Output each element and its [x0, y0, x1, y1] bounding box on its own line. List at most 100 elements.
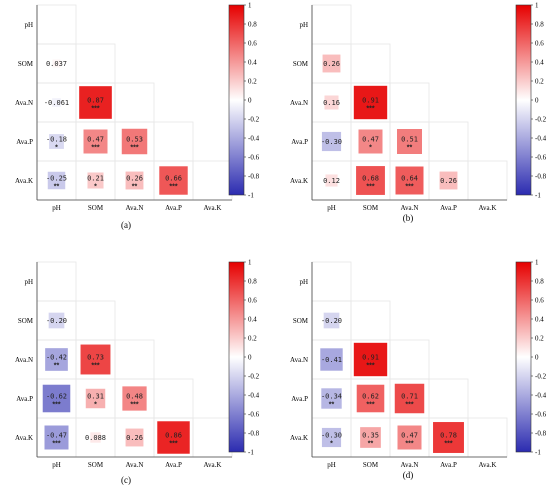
colorbar-tick-label: 0.6 — [535, 297, 544, 305]
colorbar-tick-label: 0.4 — [248, 59, 257, 67]
x-tick-label: Ava.K — [479, 461, 497, 469]
correlation-value: 0.62 — [362, 393, 379, 401]
correlation-square — [321, 427, 342, 448]
x-tick-label: Ava.K — [204, 204, 222, 212]
grid-cell — [311, 4, 352, 45]
grid-cell — [114, 339, 155, 380]
significance-stars: *** — [130, 402, 138, 409]
correlation-square — [397, 425, 422, 450]
grid-cell — [75, 300, 116, 341]
significance-stars: ** — [407, 145, 413, 152]
correlation-value: 0.26 — [126, 175, 143, 183]
x-tick-label: SOM — [88, 204, 104, 212]
significance-stars: *** — [169, 184, 177, 191]
correlation-value: 0.64 — [401, 175, 418, 183]
correlation-square — [45, 348, 68, 371]
colorbar-tick-label: 0 — [535, 354, 539, 362]
significance-stars: *** — [444, 441, 452, 448]
correlation-square — [159, 166, 188, 195]
correlation-value: 0.86 — [165, 432, 182, 440]
correlation-value: -0.061 — [44, 99, 69, 107]
colorbar-tick-label: 1 — [248, 259, 252, 267]
grid-cell — [428, 121, 469, 162]
colorbar-tick-label: -0.2 — [535, 116, 547, 124]
correlation-square — [395, 166, 424, 195]
colorbar-tick-label: 0.4 — [248, 316, 257, 324]
colorbar-tick-label: 0.8 — [535, 21, 544, 29]
significance-stars: *** — [52, 402, 60, 409]
x-tick-label: Ava.P — [165, 461, 182, 469]
y-tick-label: Ava.N — [290, 356, 308, 364]
colorbar-tick-label: -0.4 — [535, 135, 547, 143]
y-tick-label: Ava.P — [16, 395, 33, 403]
correlation-value: -0.34 — [321, 393, 342, 401]
correlation-value: 0.47 — [401, 432, 418, 440]
colorbar-tick-label: -1 — [535, 449, 541, 457]
significance-stars: *** — [169, 441, 177, 448]
correlation-square — [83, 129, 108, 154]
significance-stars: ** — [329, 402, 335, 409]
correlation-square — [87, 172, 104, 189]
correlation-square — [44, 425, 69, 450]
correlation-square — [122, 386, 147, 411]
correlation-square — [79, 86, 112, 119]
correlation-square — [49, 134, 64, 149]
correlation-value: 0.35 — [362, 432, 379, 440]
y-tick-label: Ava.K — [290, 434, 308, 442]
correlation-value: -0.20 — [321, 317, 342, 325]
x-tick-label: pH — [52, 461, 61, 469]
correlation-square — [360, 427, 381, 448]
significance-stars: ** — [132, 184, 138, 191]
correlation-value: 0.53 — [126, 136, 143, 144]
x-tick-label: Ava.K — [204, 461, 222, 469]
x-tick-label: SOM — [88, 461, 104, 469]
grid-cell — [153, 121, 194, 162]
grid-cell — [153, 378, 194, 419]
colorbar-tick-label: 0.2 — [535, 335, 544, 343]
y-tick-label: Ava.N — [290, 99, 308, 107]
correlation-value: 0.037 — [46, 60, 67, 68]
colorbar-tick-label: -0.6 — [535, 411, 547, 419]
colorbar-tick-label: -0.2 — [248, 373, 260, 381]
significance-stars: *** — [52, 441, 60, 448]
y-tick-label: SOM — [18, 317, 34, 325]
correlation-value: 0.91 — [362, 354, 379, 362]
correlation-square — [320, 348, 343, 371]
correlation-square — [90, 432, 101, 443]
heatmap-panel-2: pH SOM Ava.N Ava.P Ava.K pH SOM Ava.N Ava.P Ava.K… — [290, 2, 547, 224]
colorbar-tick-label: 0 — [248, 354, 252, 362]
colorbar — [515, 261, 532, 453]
grid-cell — [350, 300, 391, 341]
y-tick-label: Ava.P — [291, 395, 308, 403]
colorbar-tick-label: 0 — [248, 97, 252, 105]
y-tick-label: pH — [24, 278, 33, 286]
correlation-square — [356, 166, 385, 195]
colorbar-tick-label: 0.4 — [535, 316, 544, 324]
colorbar-tick-label: -0.6 — [248, 411, 260, 419]
correlation-square — [325, 174, 338, 187]
colorbar-tick-label: 0.8 — [248, 278, 257, 286]
correlation-square — [157, 421, 190, 454]
grid-cell — [75, 43, 116, 84]
panel-caption: (a) — [121, 220, 131, 230]
correlation-value: 0.26 — [323, 60, 340, 68]
y-tick-label: Ava.N — [15, 99, 33, 107]
correlation-value: 0.47 — [362, 136, 379, 144]
correlation-square — [321, 388, 342, 409]
correlation-square — [324, 95, 339, 110]
x-tick-label: pH — [327, 204, 336, 212]
correlation-square — [85, 388, 106, 409]
x-tick-label: Ava.K — [479, 204, 497, 212]
correlation-value: -0.62 — [46, 393, 67, 401]
significance-stars: * — [94, 402, 97, 409]
correlation-square — [353, 85, 388, 120]
correlation-square — [125, 428, 144, 447]
grid-cell — [467, 417, 508, 458]
x-tick-label: SOM — [363, 204, 379, 212]
y-tick-label: Ava.P — [291, 138, 308, 146]
colorbar-tick-label: 0 — [535, 97, 539, 105]
correlation-square — [394, 383, 425, 414]
colorbar-tick-label: -0.8 — [248, 173, 260, 181]
x-tick-label: Ava.P — [440, 204, 457, 212]
correlation-square — [80, 344, 111, 375]
